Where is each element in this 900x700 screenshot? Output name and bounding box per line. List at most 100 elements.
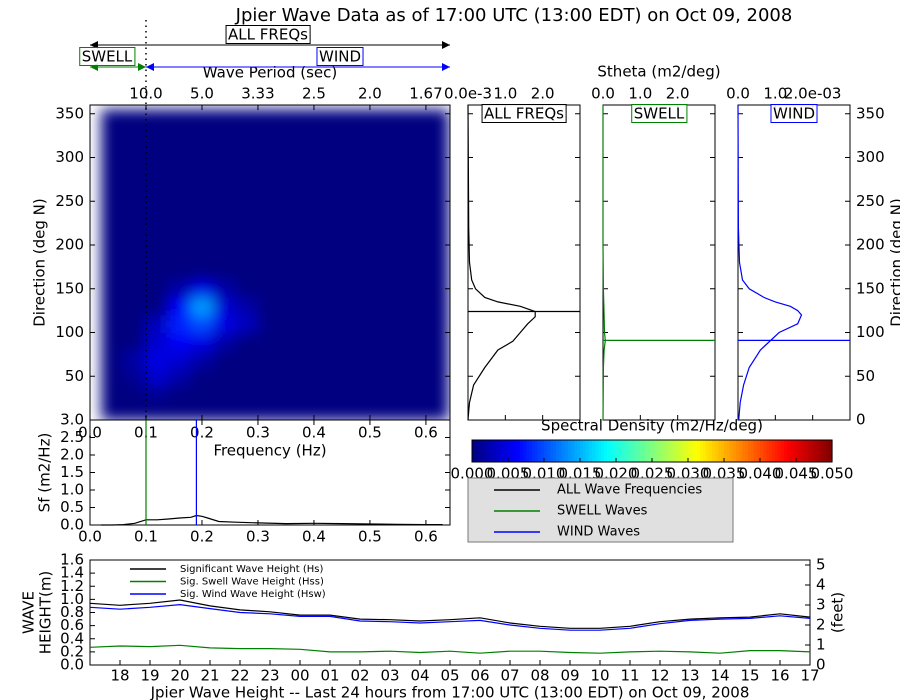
colorbar-segment [670,440,674,462]
colorbar-segment [805,440,809,462]
heatmap-cell [101,315,125,333]
heatmap-cell [257,332,281,351]
y-tick-label: 50 [65,367,84,385]
heatmap-cell [123,122,147,141]
colorbar-segment [526,440,530,462]
colorbar-segment [700,440,704,462]
colorbar-segment [694,440,698,462]
heatmap-cell [213,367,237,386]
colorbar-segment [634,440,638,462]
colorbar-segment [757,440,761,462]
legend-label: ALL Wave Frequencies [557,483,702,498]
x-tick-label: 0.0 [78,528,102,546]
y-tick-label: 1.0 [60,481,84,499]
x2-tick-label: 2.5 [302,85,326,103]
x-tick-label: 12 [650,667,669,685]
colorbar-segment [631,440,635,462]
y-tick-label: 350 [856,104,885,122]
x-tick-label: 23 [260,667,279,685]
heatmap-cell [101,122,125,141]
colorbar-segment [523,440,527,462]
y2-tick-label: 1 [816,635,826,653]
heatmap-cell [257,122,281,141]
colorbar-segment [616,440,620,462]
heatmap-cell [392,175,416,193]
heatmap-cell [145,315,169,333]
annotation-wind-box [316,47,364,66]
heatmap-cell [302,315,326,333]
heatmap-cell [280,175,304,193]
heatmap-cell [347,332,371,351]
colorbar-segment [643,440,647,462]
heatmap-cell [123,109,147,123]
colorbar-segment [661,440,665,462]
y-tick-label: 2.0 [60,446,84,464]
figure-title: Jpier Wave Data as of 17:00 UTC (13:00 E… [235,5,793,26]
colorbar-segment [586,440,590,462]
heatmap-cell [145,157,169,176]
heatmap-cell [280,109,304,123]
colorbar-segment [601,440,605,462]
heatmap-cell [190,367,214,386]
colorbar-segment [580,440,584,462]
heatmap-cell [190,297,214,316]
heatmap-cell [302,332,326,351]
colorbar-segment [652,440,656,462]
y2-tick-label: 0 [816,656,826,674]
heatmap-cell [168,245,192,263]
colorbar-segment [820,440,824,462]
heatmap-cell [392,157,416,176]
heatmap-cell [414,227,449,246]
colorbar-segment [814,440,818,462]
heatmap-cell [190,157,214,176]
heatmap-cell [235,262,259,281]
heatmap-cell [392,280,416,298]
heatmap-cell [280,140,304,158]
heatmap-cell [325,315,349,333]
heatmap-cell [145,332,169,351]
heatmap-cell [123,140,147,158]
colorbar-segment [496,440,500,462]
heatmap-cell [347,385,371,403]
x-tick-label: 14 [710,667,729,685]
heatmap-cell [369,227,393,246]
heatmap-cell [392,262,416,281]
colorbar-segment [568,440,572,462]
heatmap-cell [257,367,281,386]
annotation-all: ALL FREQs [228,26,308,44]
heatmap-cell [347,109,371,123]
colorbar-segment [655,440,659,462]
colorbar-segment [490,440,494,462]
heatmap-cell [145,227,169,246]
colorbar-segment [550,440,554,462]
heatmap-cell [235,245,259,263]
heatmap-cell [213,157,237,176]
heatmap-cell [235,122,259,141]
colorbar-segment [748,440,752,462]
colorbar-segment [505,440,509,462]
colorbar-segment [589,440,593,462]
colorbar-segment [715,440,719,462]
heatmap-cell [369,157,393,176]
heatmap-cell [257,280,281,298]
y-tick-label: 0.4 [60,629,84,647]
heatmap-cell [168,297,192,316]
x-tick-label: 0.3 [246,528,270,546]
colorbar-segment [487,440,491,462]
colorbar-segment [592,440,596,462]
heatmap-cell [280,227,304,246]
heatmap-cell [101,402,125,420]
y-tick-label: 2.5 [60,428,84,446]
colorbar-segment [784,440,788,462]
heatmap-cell [280,350,304,368]
heatmap-cell [302,350,326,368]
colorbar-segment [742,440,746,462]
heatmap-cell [257,245,281,263]
heatmap-cell [213,350,237,368]
heatmap-cell [325,262,349,281]
heatmap-cell [235,367,259,386]
y-tick-label: 0.0 [60,516,84,534]
heatmap-cell [101,385,125,403]
heatmap-cell [280,402,304,420]
y-tick-label: 300 [856,148,885,166]
